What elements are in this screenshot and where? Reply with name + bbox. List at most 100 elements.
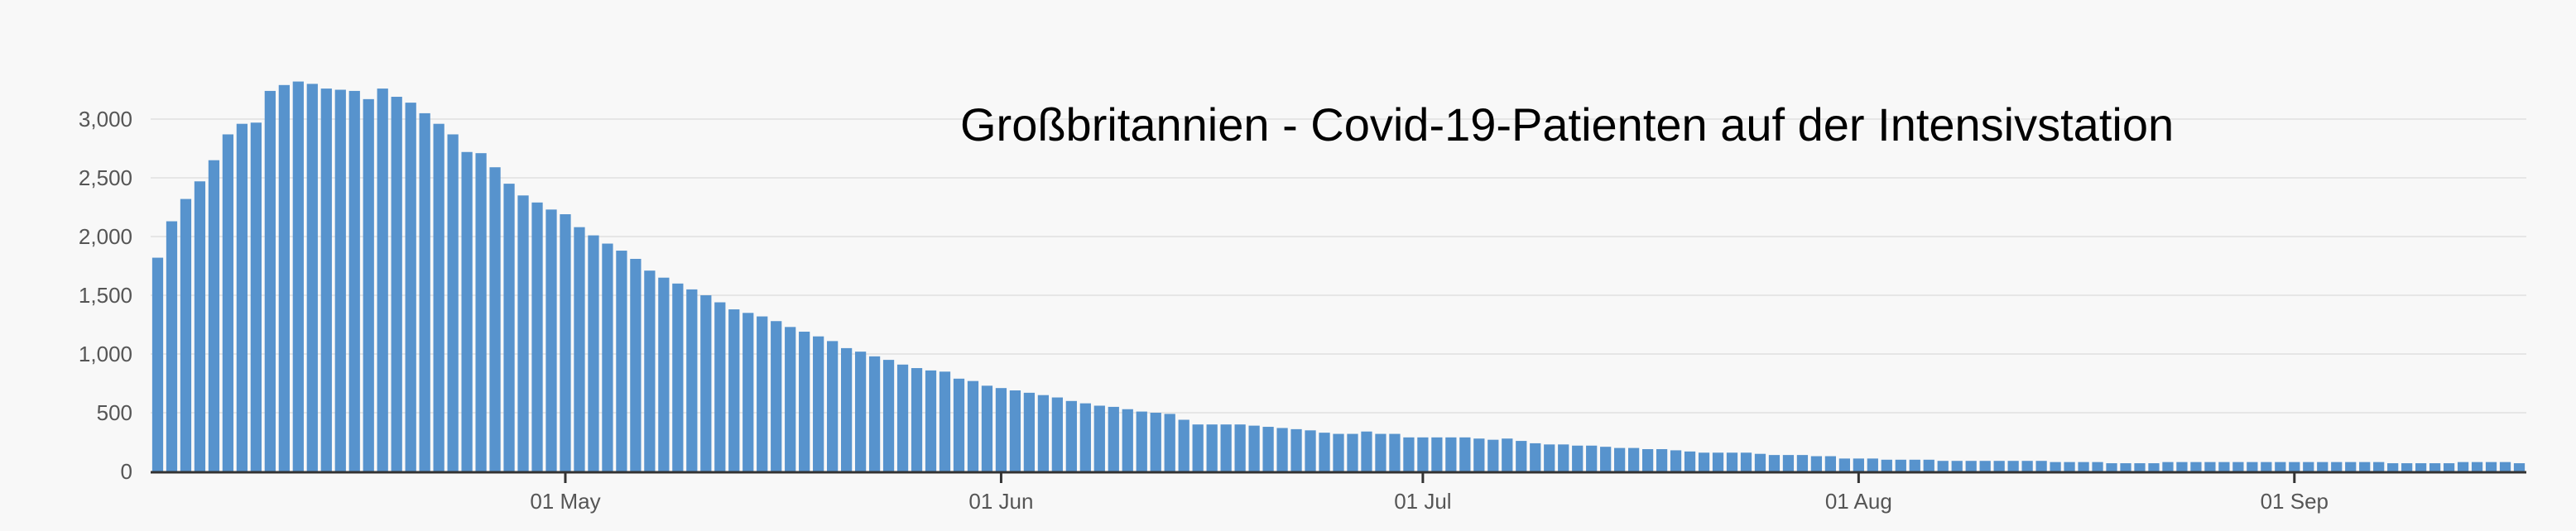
bar [1417,437,1429,471]
bar [2289,462,2300,471]
x-tick-label: 01 May [530,489,600,514]
bar [1262,427,1274,471]
bar [827,341,839,471]
y-tick-label: 1,000 [79,342,132,366]
bar [757,316,768,471]
bar [1670,450,1682,471]
bar [2120,463,2131,471]
bar [1136,411,1147,471]
bar [2303,462,2314,471]
y-tick-label: 3,000 [79,107,132,132]
bar [882,360,895,471]
bar [1290,428,1302,471]
bar [2050,462,2061,471]
bar [278,84,290,471]
bar [419,112,430,471]
bar [785,327,796,471]
bar [1389,433,1401,471]
bar [1881,459,1892,471]
bar [1937,461,1949,471]
bar [588,235,599,471]
bar [644,270,656,471]
bar [2247,462,2258,471]
bar [1923,459,1934,471]
bar [306,84,318,472]
bar [2190,462,2202,471]
bar [1108,406,1119,471]
bar [896,364,909,471]
bar [208,160,220,471]
bar [1333,433,1344,471]
bar [2106,463,2117,471]
bar [1375,433,1387,471]
bar [405,103,416,472]
bar [334,89,346,471]
bar [658,277,670,471]
bar [2457,462,2469,471]
x-tick-label: 01 Jun [968,489,1033,514]
bar [1431,437,1443,471]
bar [194,181,206,471]
bar [503,184,515,471]
bar [236,123,248,471]
bar [1445,437,1457,471]
bar [714,302,726,471]
bar [2021,461,2033,471]
bar [1698,452,1710,471]
bar [1740,452,1752,471]
x-tick-label: 01 Aug [1825,489,1892,514]
bar [1178,419,1189,471]
bar [813,336,824,471]
bar [1782,455,1795,471]
bar [1361,431,1372,471]
bar [363,98,374,472]
bar [545,209,557,471]
bar [1248,425,1260,471]
bar [151,257,164,471]
bar [1895,459,1906,471]
chart-title: Großbritannien - Covid-19-Patienten auf … [960,98,2174,151]
bar [1079,403,1091,471]
bar [1754,453,1766,471]
bar [1726,452,1738,471]
bar [1164,414,1175,471]
bar [250,122,262,471]
x-tick-label: 01 Sep [2261,489,2328,514]
bar [771,321,782,471]
bar [1530,442,1541,471]
bar [981,385,993,471]
bar [1796,455,1809,471]
bar [1838,458,1850,471]
bar [2092,462,2103,471]
bar [348,90,360,472]
bar [2317,462,2328,471]
bar [868,356,881,471]
bar [841,347,853,471]
bars [151,81,2526,472]
bar [1600,447,1612,471]
bar [2261,462,2272,471]
bar [1544,444,1555,471]
bar [2218,462,2230,471]
bar [1684,451,1696,471]
y-tick-label: 500 [97,400,132,425]
bar [1558,444,1569,471]
bar [489,167,501,471]
bar [686,289,698,471]
bar [320,88,332,471]
bar [2232,462,2244,471]
y-tick-label: 2,000 [79,224,132,249]
bar [2162,462,2174,471]
bar [1867,458,1878,471]
y-tick-label: 0 [121,459,132,484]
bar [461,151,473,471]
bar [1122,409,1133,471]
bar [2443,463,2455,471]
bar [2148,463,2160,471]
bar [1220,424,1232,471]
bar [911,368,923,471]
bar [1093,405,1105,471]
bar [728,309,740,471]
bar [1347,433,1358,471]
bar [1192,424,1204,471]
